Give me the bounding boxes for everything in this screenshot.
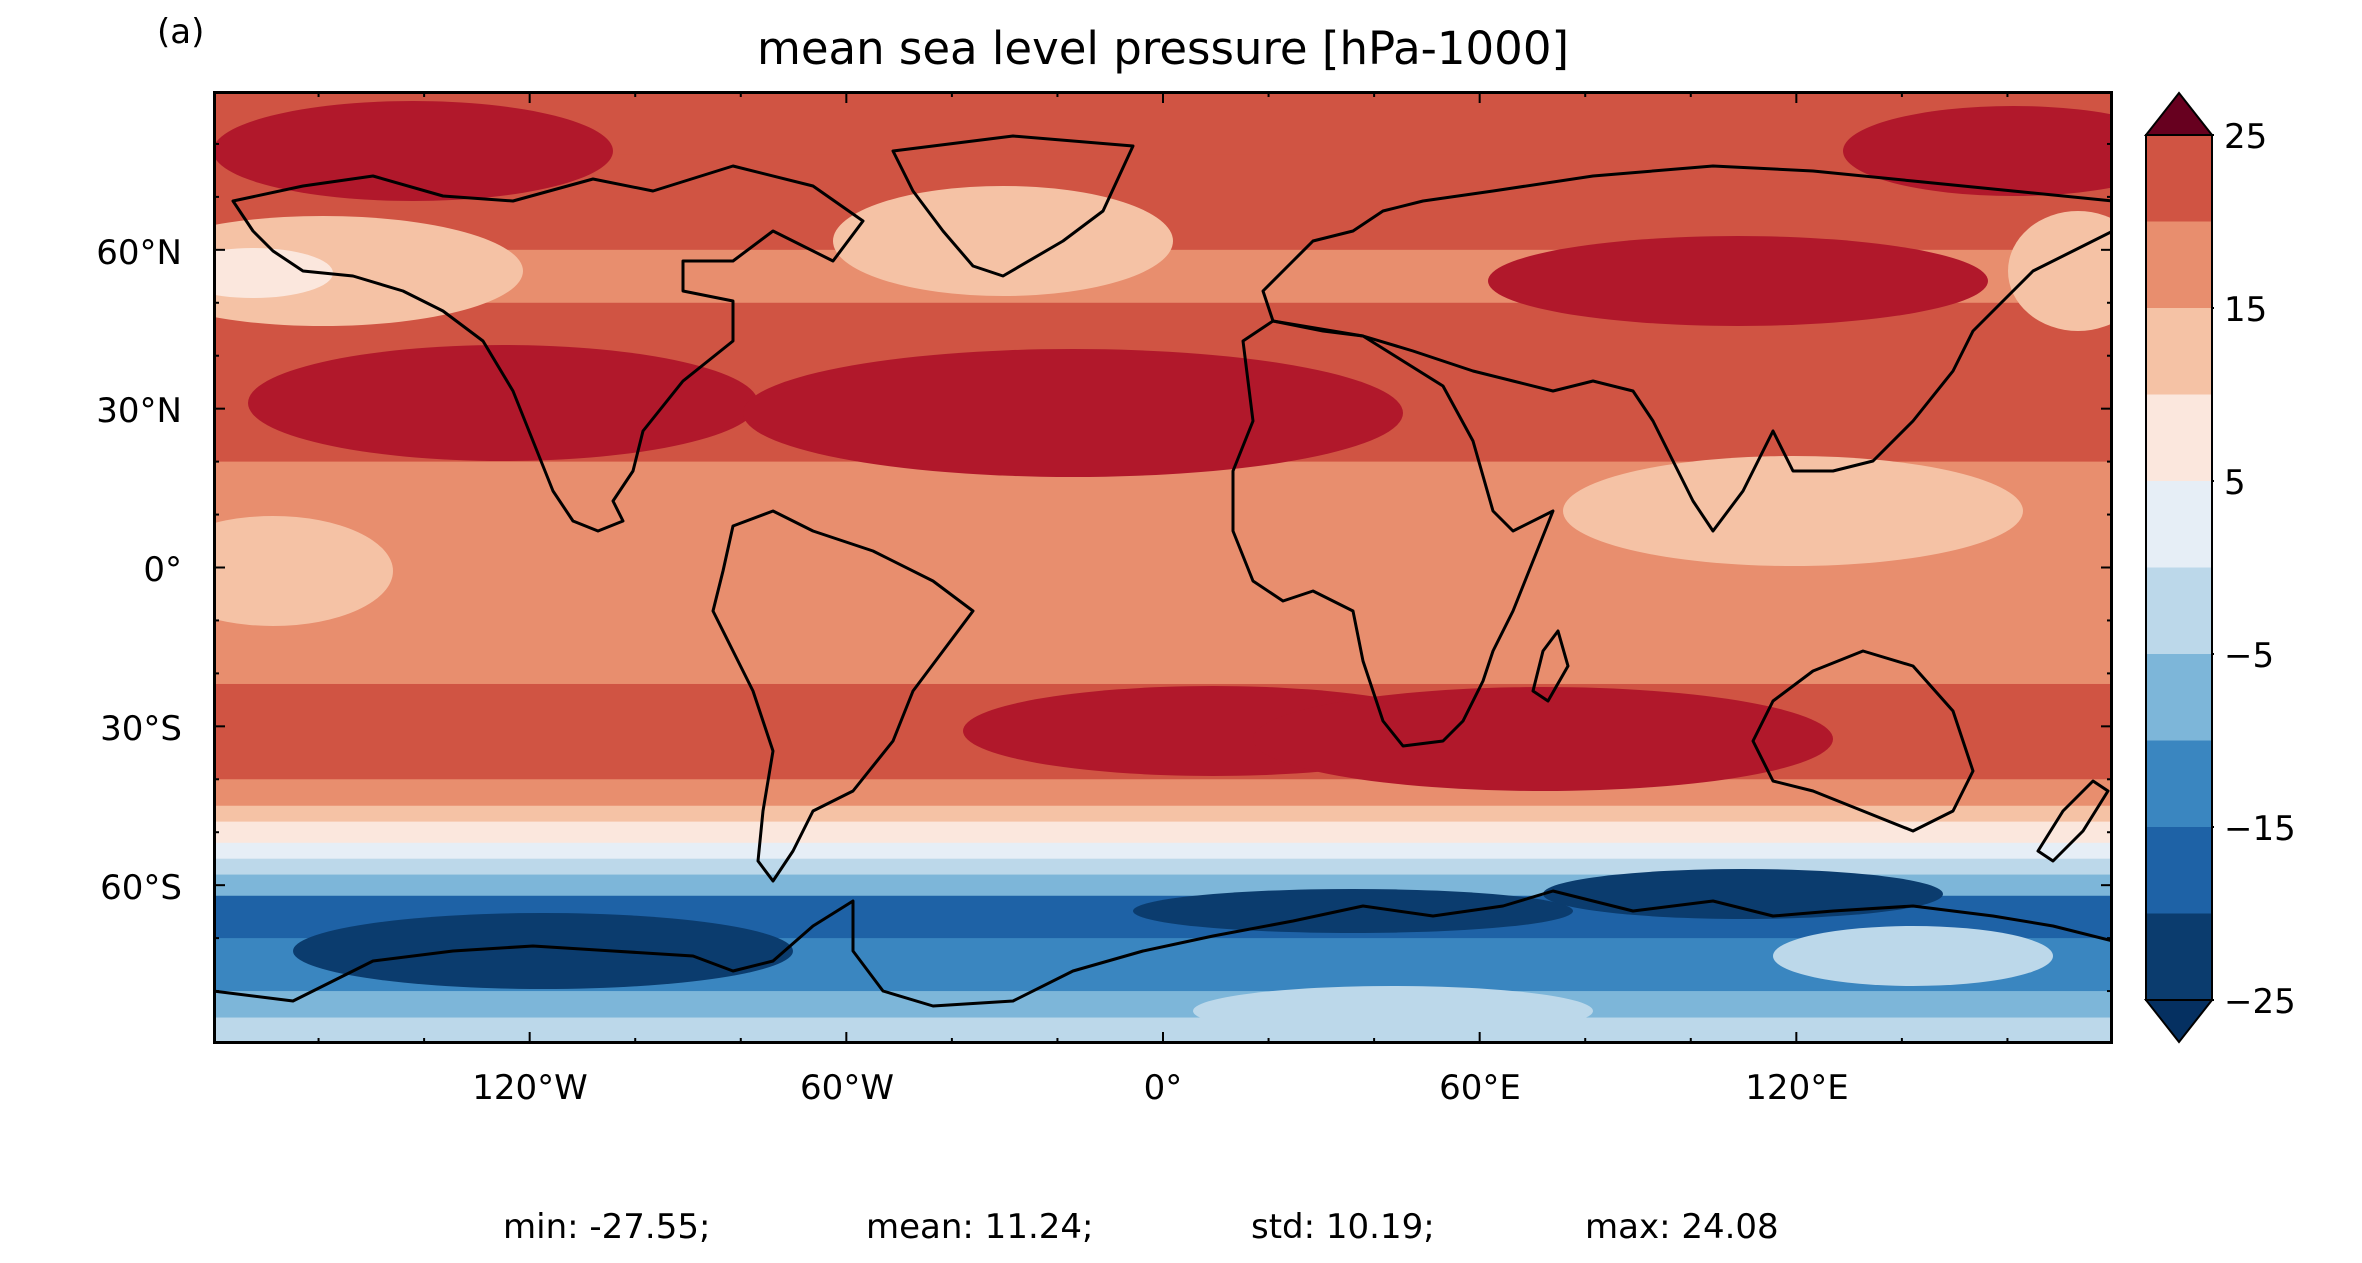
- colorbar-frame: [2145, 134, 2213, 1001]
- stat-max: max: 24.08: [1585, 1207, 1779, 1247]
- eurasia-coast: [1261, 164, 2113, 533]
- north-atlantic-high: [743, 349, 1403, 477]
- lon-label-120E: 120°E: [1745, 1068, 1849, 1108]
- lat-label-60S: 60°S: [100, 868, 182, 908]
- greenland-coast: [891, 134, 1135, 278]
- south-indian-high: [1253, 687, 1833, 791]
- antarctic-low-3: [1543, 869, 1943, 919]
- new-zealand-coast: [2036, 779, 2110, 863]
- australia-coast: [1751, 649, 1975, 833]
- colorbar-extend-under: [2143, 999, 2215, 1044]
- madagascar-coast: [1531, 629, 1570, 703]
- map-title: mean sea level pressure [hPa-1000]: [757, 22, 1569, 75]
- colorbar-cell: [2146, 567, 2212, 654]
- colorbar-tick-label: −25: [2224, 982, 2296, 1022]
- stat-mean: mean: 11.24;: [866, 1207, 1094, 1247]
- pressure-band: [213, 858, 2113, 876]
- stat-min: min: -27.55;: [503, 1207, 711, 1247]
- colorbar-tick-label: 25: [2224, 117, 2268, 157]
- colorbar-tick-label: −5: [2224, 636, 2275, 676]
- colorbar-cell: [2146, 740, 2212, 827]
- colorbar-cell: [2146, 135, 2212, 222]
- colorbar-graphic: [2143, 91, 2222, 1044]
- aleutian-low: [213, 216, 523, 326]
- north-america-coast: [231, 164, 865, 533]
- colorbar-cell: [2146, 913, 2212, 1000]
- pressure-band: [213, 842, 2113, 860]
- colorbar-cell: [2146, 221, 2212, 308]
- arctic-high-east: [1843, 106, 2113, 196]
- antarctic-low-1: [293, 913, 793, 989]
- lon-label-0: 0°: [1143, 1068, 1183, 1108]
- colorbar-cell: [2146, 481, 2212, 568]
- stat-std: std: 10.19;: [1251, 1207, 1435, 1247]
- antarctica-coast: [213, 889, 2113, 1008]
- colorbar-tick-label: −15: [2224, 809, 2296, 849]
- antarctic-low-2: [1133, 889, 1573, 933]
- colorbar-cell: [2146, 308, 2212, 395]
- asian-monsoon-low: [1563, 456, 2023, 566]
- pressure-band: [213, 805, 2113, 823]
- north-pacific-high: [248, 345, 758, 461]
- panel-label: (a): [157, 12, 205, 52]
- lon-label-120W: 120°W: [472, 1068, 588, 1108]
- colorbar-extend-over: [2143, 91, 2215, 136]
- antarctic-plateau-1: [1773, 926, 2053, 986]
- antarctic-plateau-2: [1193, 986, 1593, 1036]
- south-america-coast: [711, 509, 975, 883]
- axis-ticks: [213, 91, 2113, 1044]
- colorbar-tick-label: 15: [2224, 290, 2268, 330]
- mslp-field-map: [213, 91, 2113, 1044]
- lat-label-60N: 60°N: [96, 233, 182, 273]
- colorbar: [2143, 91, 2222, 1044]
- coastlines: [213, 134, 2113, 1008]
- pressure-band: [213, 779, 2113, 807]
- colorbar-cell: [2146, 827, 2212, 914]
- east-pacific-low: [213, 516, 393, 626]
- pressure-band: [213, 620, 2113, 685]
- lon-label-60E: 60°E: [1439, 1068, 1521, 1108]
- arctic-high-west: [213, 101, 613, 201]
- lon-label-60W: 60°W: [800, 1068, 894, 1108]
- colorbar-tick-label: 5: [2224, 463, 2246, 503]
- pressure-band: [213, 821, 2113, 844]
- lat-label-0: 0°: [143, 550, 182, 590]
- iceland-low: [833, 186, 1173, 296]
- pressure-features: [213, 101, 2113, 1036]
- aleutian-low-core: [213, 248, 333, 298]
- aleutian-low-east: [2008, 211, 2113, 331]
- lat-label-30S: 30°S: [100, 709, 182, 749]
- map-area: [213, 91, 2113, 1044]
- europe-africa-coast: [1231, 319, 1555, 748]
- colorbar-cell: [2146, 654, 2212, 741]
- lat-label-30N: 30°N: [96, 391, 182, 431]
- pressure-band: [213, 991, 2113, 1019]
- colorbar-cell: [2146, 394, 2212, 481]
- siberian-high: [1488, 236, 1988, 326]
